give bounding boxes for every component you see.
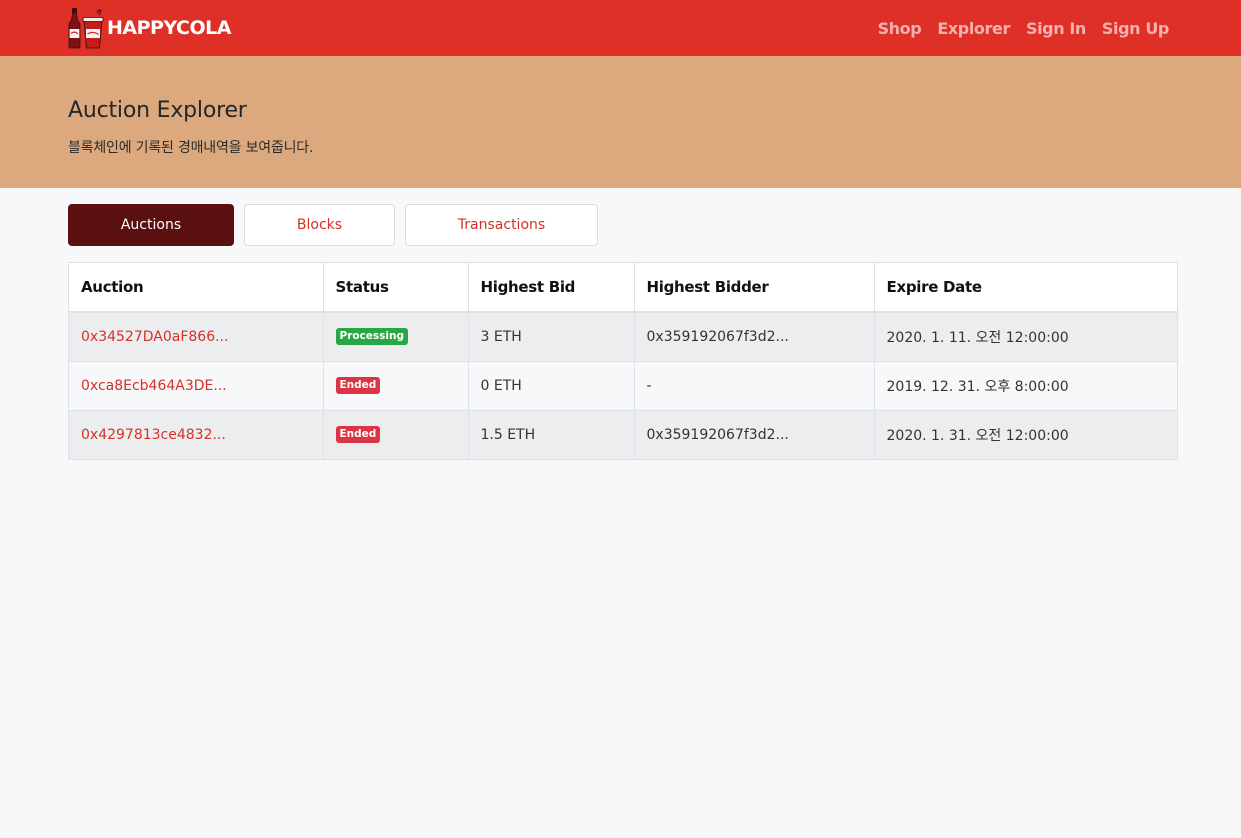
highest-bidder-cell: - bbox=[634, 360, 875, 410]
expire-date-cell: 2020. 1. 31. 오전 12:00:00 bbox=[874, 409, 1177, 459]
page-header: Auction Explorer 블록체인에 기록된 경매내역을 보여줍니다. bbox=[0, 56, 1241, 188]
table-row: 0x4297813ce4832... Ended 1.5 ETH 0x35919… bbox=[69, 409, 1177, 459]
auction-cell: 0xca8Ecb464A3DE... bbox=[69, 360, 324, 410]
auction-address-link[interactable]: 0x4297813ce4832... bbox=[81, 426, 226, 443]
nav-link-sign-up[interactable]: Sign Up bbox=[1101, 18, 1169, 38]
column-header-expire-date: Expire Date bbox=[874, 263, 1177, 313]
cola-bottle-logo-icon bbox=[68, 8, 104, 49]
column-header-auction: Auction bbox=[69, 263, 324, 313]
status-cell: Ended bbox=[323, 409, 469, 459]
nav-link-shop[interactable]: Shop bbox=[877, 18, 922, 38]
page-title: Auction Explorer bbox=[68, 98, 247, 123]
brand-name: HAPPYCOLA bbox=[107, 17, 231, 39]
status-cell: Processing bbox=[323, 311, 469, 361]
nav-link-explorer[interactable]: Explorer bbox=[937, 18, 1010, 38]
column-header-status: Status bbox=[323, 263, 469, 313]
auction-address-link[interactable]: 0xca8Ecb464A3DE... bbox=[81, 377, 227, 394]
auction-cell: 0x34527DA0aF866... bbox=[69, 311, 324, 361]
highest-bid-cell: 1.5 ETH bbox=[468, 409, 635, 459]
status-badge: Processing bbox=[335, 328, 409, 346]
tab-transactions[interactable]: Transactions bbox=[405, 204, 598, 246]
tab-auctions[interactable]: Auctions bbox=[68, 204, 234, 246]
table-header-row: Auction Status Highest Bid Highest Bidde… bbox=[69, 263, 1177, 313]
auction-cell: 0x4297813ce4832... bbox=[69, 409, 324, 459]
status-badge: Ended bbox=[335, 426, 381, 444]
tab-blocks[interactable]: Blocks bbox=[244, 204, 395, 246]
auction-address-link[interactable]: 0x34527DA0aF866... bbox=[81, 328, 229, 345]
nav-link-sign-in[interactable]: Sign In bbox=[1025, 18, 1086, 38]
expire-date-cell: 2020. 1. 11. 오전 12:00:00 bbox=[874, 311, 1177, 361]
highest-bidder-cell: 0x359192067f3d2... bbox=[634, 409, 875, 459]
brand-link[interactable]: HAPPYCOLA bbox=[68, 7, 231, 49]
column-header-highest-bid: Highest Bid bbox=[468, 263, 635, 313]
expire-date-cell: 2019. 12. 31. 오후 8:00:00 bbox=[874, 360, 1177, 410]
status-badge: Ended bbox=[335, 377, 381, 394]
navbar: HAPPYCOLA Shop Explorer Sign In Sign Up bbox=[0, 0, 1241, 56]
column-header-highest-bidder: Highest Bidder bbox=[634, 263, 875, 313]
highest-bid-cell: 0 ETH bbox=[468, 360, 635, 410]
table-row: 0xca8Ecb464A3DE... Ended 0 ETH - 2019. 1… bbox=[69, 360, 1177, 410]
highest-bid-cell: 3 ETH bbox=[468, 311, 635, 361]
page-subtitle: 블록체인에 기록된 경매내역을 보여줍니다. bbox=[68, 140, 314, 156]
status-cell: Ended bbox=[323, 360, 469, 410]
table-row: 0x34527DA0aF866... Processing 3 ETH 0x35… bbox=[69, 311, 1177, 361]
auction-table: Auction Status Highest Bid Highest Bidde… bbox=[68, 262, 1178, 460]
nav-links: Shop Explorer Sign In Sign Up bbox=[862, 0, 1170, 56]
highest-bidder-cell: 0x359192067f3d2... bbox=[634, 311, 875, 361]
